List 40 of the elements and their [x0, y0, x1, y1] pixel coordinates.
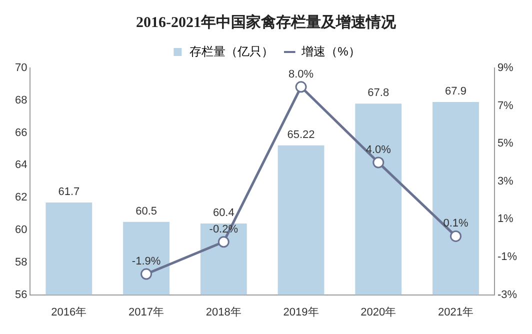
data-label: 67.9 — [445, 86, 466, 98]
point — [140, 268, 152, 280]
x-tick-label: 2016年 — [51, 306, 87, 318]
y2-tick-label: 7% — [497, 100, 514, 112]
chart-title: 2016-2021年中国家禽存栏量及增速情况 — [136, 12, 397, 31]
data-label: -0.2% — [209, 223, 238, 236]
x-tick-label: 2020年 — [360, 306, 396, 318]
x-tick-label: 2019年 — [283, 306, 319, 318]
y-tick-label: 66 — [14, 126, 28, 139]
point — [295, 81, 307, 93]
legend-label: 存栏量（亿只） — [190, 44, 274, 58]
point — [218, 236, 230, 248]
y-tick-label: 62 — [14, 192, 28, 204]
y-tick-label: 70 — [14, 62, 28, 74]
x-tick-label: 2018年 — [206, 306, 242, 318]
point — [450, 230, 462, 242]
data-label: 61.7 — [58, 186, 80, 198]
y-tick-label: 56 — [14, 288, 28, 301]
y2-tick-label: -1% — [497, 251, 518, 264]
x-tick-label: 2021年 — [438, 306, 474, 318]
y-tick-label: 64 — [14, 159, 28, 172]
data-label: 67.8 — [368, 87, 390, 100]
x-tick-label: 2017年 — [128, 306, 164, 318]
y-tick-label: 68 — [14, 94, 28, 106]
y2-tick-label: 1% — [497, 213, 514, 226]
data-label: 60.4 — [212, 207, 234, 220]
y2-tick-label: 3% — [497, 175, 514, 188]
data-label: 0.1% — [443, 218, 469, 230]
data-label: -1.9% — [132, 256, 161, 268]
data-label: 65.22 — [287, 128, 315, 141]
data-label: 8.0% — [288, 68, 314, 80]
point — [372, 156, 384, 168]
data-label: 4.0% — [366, 144, 392, 156]
y2-tick-label: 5% — [497, 138, 514, 150]
data-label: 60.5 — [136, 205, 157, 218]
y-tick-label: 58 — [14, 256, 28, 268]
y-tick-label: 60 — [14, 224, 28, 236]
y2-tick-label: -3% — [497, 288, 518, 301]
legend-label: 增速（%） — [300, 44, 360, 58]
y2-tick-label: 9% — [497, 62, 514, 74]
